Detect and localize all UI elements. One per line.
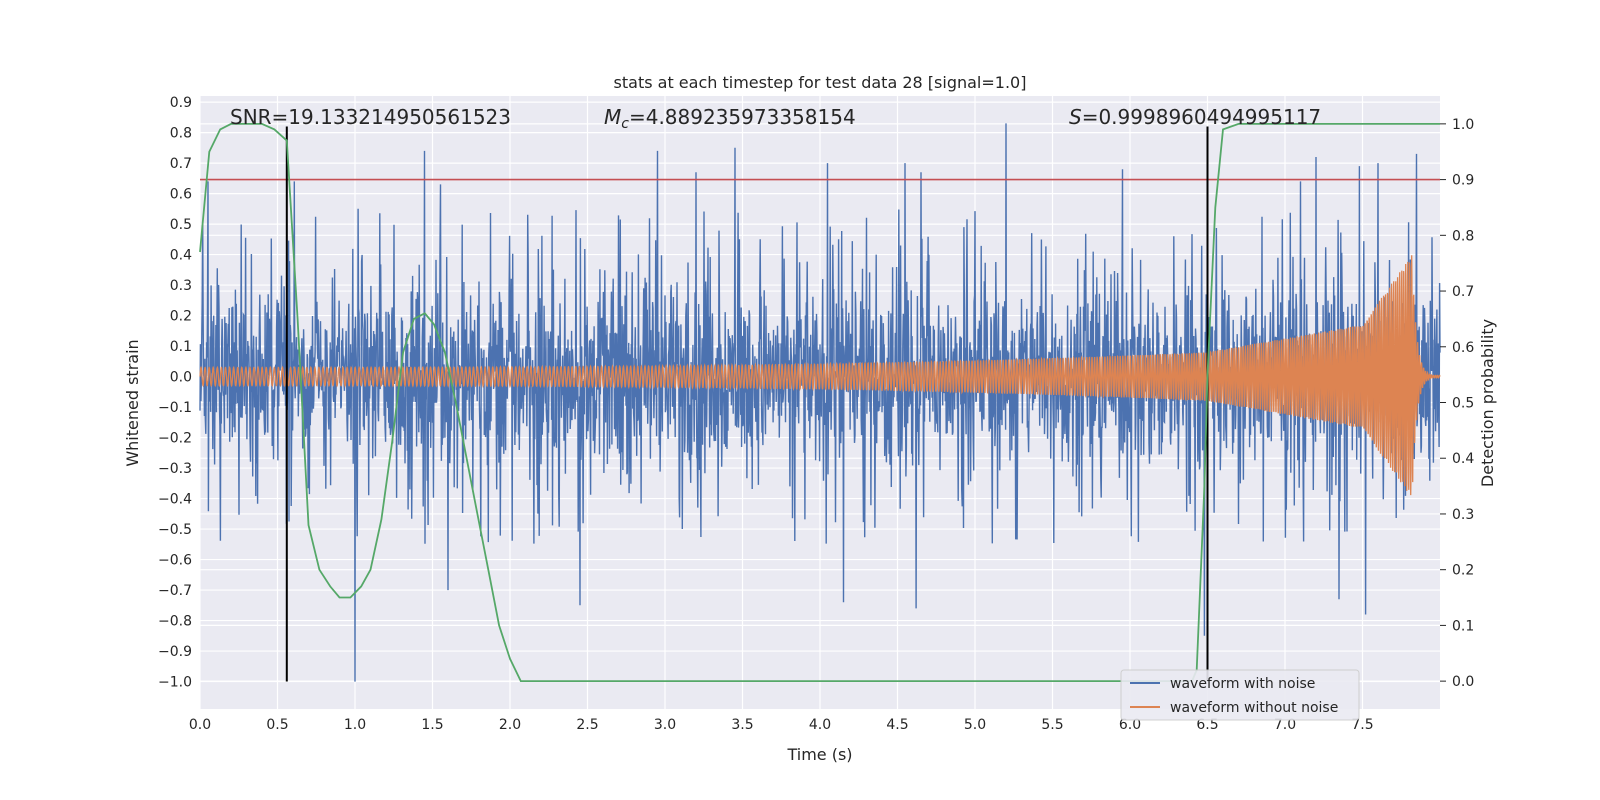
detection-probability-line <box>199 123 1440 682</box>
y-tick-label: −0.1 <box>158 400 192 416</box>
legend-box <box>1120 669 1360 721</box>
y2-tick-label: 0.0 <box>1452 674 1474 690</box>
y2-tick-label: 0.6 <box>1452 340 1474 356</box>
y-tick-label: −0.9 <box>158 644 192 660</box>
axis-ticks: 0.0 0.5 1.0 1.5 2.0 2.5 3.0 3.5 4.0 4.5 5.0 5.5 6.0 6… <box>158 95 1474 733</box>
x-tick-label: 5.0 <box>964 717 986 733</box>
y-tick-label: −1.0 <box>158 675 192 691</box>
y-tick-label: −0.4 <box>158 492 192 508</box>
series-detection-probability <box>199 123 1440 682</box>
x-tick-label: 2.0 <box>499 717 521 733</box>
chirp-mass-value: =4.889235973358154 <box>629 105 856 129</box>
y2-tick-label: 0.8 <box>1452 228 1474 244</box>
x-tick-label: 4.0 <box>809 717 831 733</box>
x-tick-label: 6.0 <box>1119 717 1141 733</box>
chirp-mass-annotation: Mc=4.889235973358154 <box>604 105 856 132</box>
x-tick-label: 1.0 <box>344 717 366 733</box>
chart-title: stats at each timestep for test data 28 … <box>614 73 1027 92</box>
legend: waveform with noise waveform without noi… <box>1120 669 1360 721</box>
legend-label-noise: waveform with noise <box>1170 676 1315 692</box>
y-axis-title: Whitened strain <box>123 339 142 466</box>
x-tick-label: 7.5 <box>1351 717 1373 733</box>
y-tick-label: 0.8 <box>170 126 192 142</box>
x-tick-label: 1.5 <box>421 717 443 733</box>
x-tick-label: 2.5 <box>576 717 598 733</box>
y-tick-label: −0.3 <box>158 461 192 477</box>
x-tick-label: 5.5 <box>1041 717 1063 733</box>
y2-tick-label: 0.3 <box>1452 507 1474 523</box>
x-tick-label: 3.0 <box>654 717 676 733</box>
y2-tick-label: 0.9 <box>1452 173 1474 189</box>
y-tick-label: −0.8 <box>158 614 192 630</box>
y-tick-label: 0.5 <box>170 217 192 233</box>
y-tick-label: 0.4 <box>170 248 192 264</box>
y-tick-label: 0.9 <box>170 95 192 111</box>
y-tick-label: −0.2 <box>158 431 192 447</box>
series-waveform-without-noise <box>199 255 1441 496</box>
x-tick-label: 7.0 <box>1274 717 1296 733</box>
y2-tick-label: 0.7 <box>1452 284 1474 300</box>
score-symbol: S <box>1069 105 1082 129</box>
y2-tick-label: 0.5 <box>1452 396 1474 412</box>
y2-tick-label: 0.4 <box>1452 451 1474 467</box>
legend-label-clean: waveform without noise <box>1170 700 1338 716</box>
y2-axis-title: Detection probability <box>1478 319 1497 487</box>
y-tick-label: −0.7 <box>158 583 192 599</box>
score-value: =0.9998960494995117 <box>1082 105 1321 129</box>
waveform-without-noise-line <box>199 255 1441 496</box>
x-tick-label: 3.5 <box>731 717 753 733</box>
score-annotation: S=0.9998960494995117 <box>1069 105 1321 129</box>
y2-tick-label: 1.0 <box>1452 117 1474 133</box>
x-tick-label: 0.0 <box>189 717 211 733</box>
y-tick-label: 0.1 <box>170 339 192 355</box>
chirp-mass-subscript: c <box>621 116 629 132</box>
snr-annotation: SNR=19.133214950561523 <box>230 105 511 129</box>
y2-tick-label: 0.1 <box>1452 618 1474 634</box>
y-tick-label: 0.7 <box>170 156 192 172</box>
y-tick-label: 0.3 <box>170 278 192 294</box>
y-tick-label: 0.2 <box>170 309 192 325</box>
y-tick-label: −0.5 <box>158 522 192 538</box>
y-tick-label: −0.6 <box>158 553 192 569</box>
x-tick-label: 6.5 <box>1196 717 1218 733</box>
x-axis-title: Time (s) <box>786 745 852 764</box>
y-tick-label: 0.0 <box>170 370 192 386</box>
y2-tick-label: 0.2 <box>1452 563 1474 579</box>
chirp-mass-symbol: M <box>604 105 621 129</box>
x-tick-label: 4.5 <box>886 717 908 733</box>
y-tick-label: 0.6 <box>170 187 192 203</box>
x-tick-label: 0.5 <box>266 717 288 733</box>
